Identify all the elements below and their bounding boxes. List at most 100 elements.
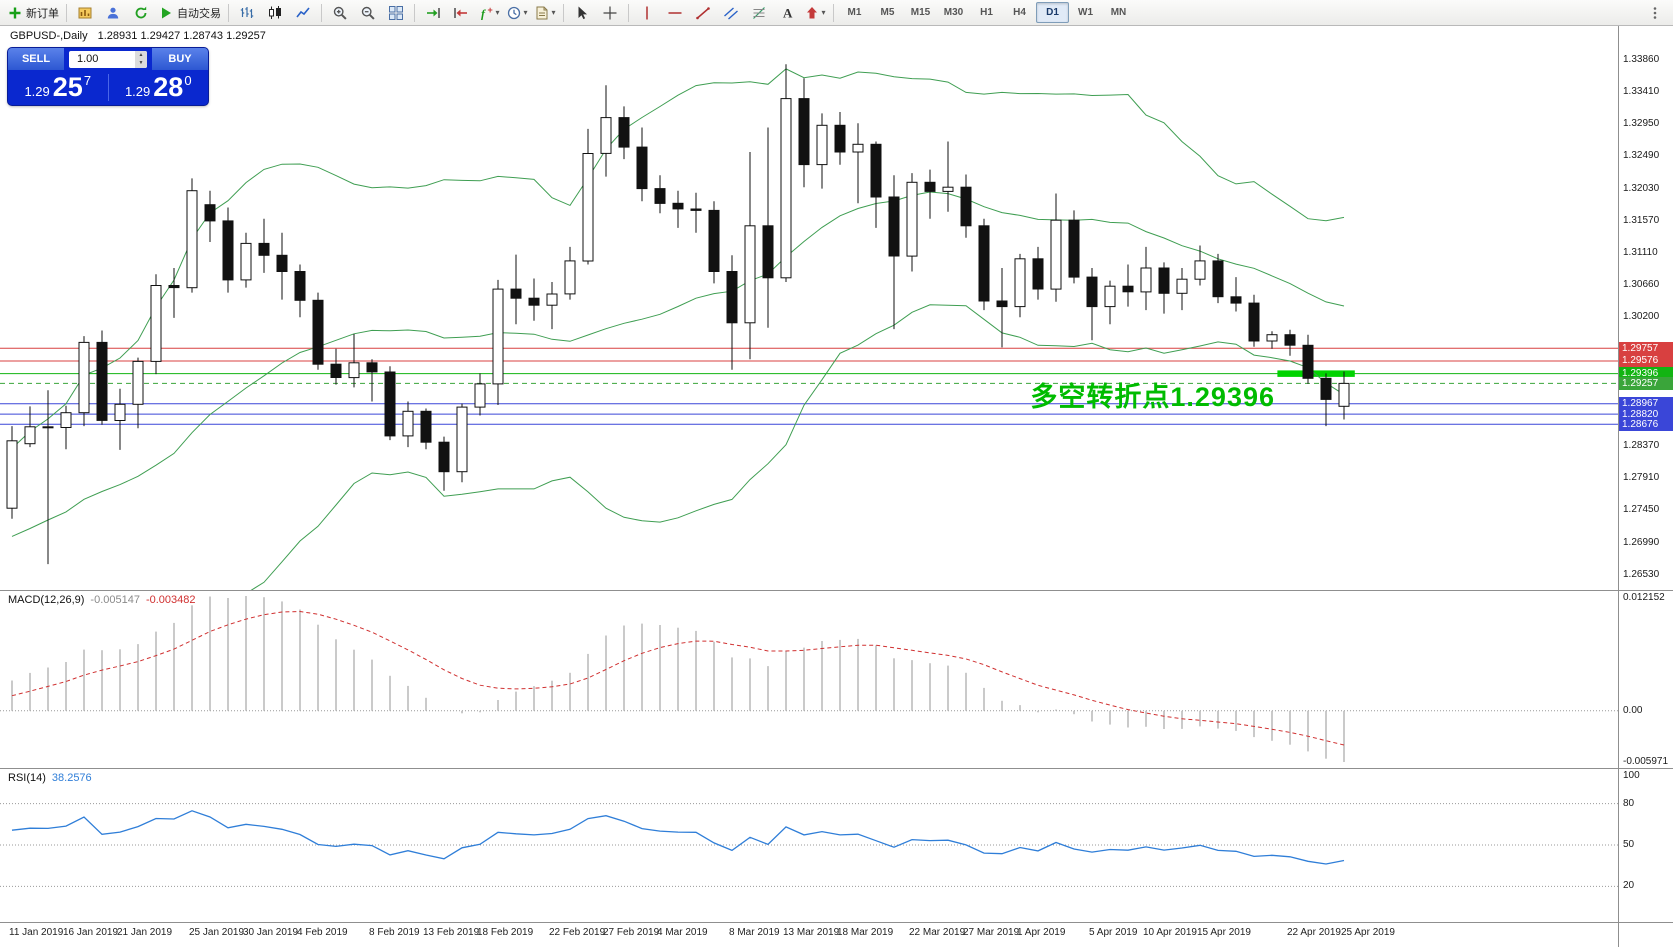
pivot-annotation[interactable]: 多空转折点1.29396 [1030,382,1275,412]
trendline-icon [696,6,710,19]
zoom-out-button[interactable] [354,2,382,24]
main-price-chart[interactable] [0,26,1618,590]
horizontal-price-lines[interactable] [0,347,1618,425]
chevron-down-icon: ▾ [495,8,500,17]
profiles-icon [107,7,119,18]
price-line-label: 1.29757 [1619,342,1673,355]
arrows-dropdown[interactable]: ▾ [801,2,829,24]
date-label: 4 Feb 2019 [297,927,348,938]
timeframe-h1-button[interactable]: H1 [980,7,993,18]
price-scale-label: 1.30200 [1623,311,1660,322]
rsi-line [11,810,1345,865]
timeframe-mn-button[interactable]: MN [1110,7,1127,18]
rsi-scale-label: 100 [1623,770,1640,781]
periods-dropdown[interactable]: ▾ [503,2,531,24]
auto-scroll-button[interactable] [419,2,447,24]
profiles-button[interactable] [99,2,127,24]
volume-value[interactable]: 1.00 [77,53,99,65]
bar-chart-button[interactable] [233,2,261,24]
timeframe-m1-button[interactable]: M1 [847,7,862,18]
buy-price-main: 1.29 [124,84,151,99]
timeframe-m30-button[interactable]: M30 [943,7,964,18]
timeframe-m5-button[interactable]: M5 [880,7,895,18]
channel-button[interactable] [717,2,745,24]
date-label: 13 Mar 2019 [783,927,840,938]
timeframe-d1-button[interactable]: D1 [1036,2,1069,23]
tile-windows-button[interactable] [382,2,410,24]
line-chart-button[interactable] [289,2,317,24]
price-scale-label: 1.26530 [1623,569,1660,580]
chevron-down-icon: ▾ [551,8,556,17]
price-scale-label: 1.28370 [1623,440,1660,451]
volume-increase-button[interactable]: ▲ [138,51,144,58]
date-label: 18 Feb 2019 [477,927,534,938]
buy-price-button[interactable]: 1.29 28 0 [109,70,209,105]
price-scale-label: 1.31570 [1623,215,1660,226]
sell-button[interactable]: SELL [8,48,64,70]
panel-separator[interactable] [0,590,1673,591]
trendline-button[interactable] [689,2,717,24]
zoom-in-button[interactable] [326,2,354,24]
pivot-highlight-bar[interactable] [1277,370,1355,377]
bollinger-lower-band [250,304,1345,590]
text-button[interactable]: A [773,2,801,24]
svg-text:A: A [783,5,793,20]
rsi-scale-label: 50 [1623,839,1635,850]
refresh-button[interactable] [127,2,155,24]
toolbar-button-label: 新订单 [26,7,59,20]
macd-signal-line [11,610,1345,746]
panel-separator[interactable] [0,768,1673,769]
cursor-icon [578,6,587,19]
refresh-icon [135,6,147,18]
price-scale-label: 1.32950 [1623,118,1660,129]
templates-dropdown[interactable]: ▾ [531,2,559,24]
date-label: 27 Feb 2019 [603,927,660,938]
price-axis[interactable]: 1.33860 1.33410 1.32950 1.32490 1.32030 1.315… [1618,26,1673,947]
macd-name: MACD(12,26,9) [8,594,85,606]
ohlc-values: 1.28931 1.29427 1.28743 1.29257 [97,30,266,42]
tile-icon [389,5,403,20]
indicators-icon: f + [481,5,493,21]
timeframe-w1-button[interactable]: W1 [1078,7,1093,18]
buy-button[interactable]: BUY [152,48,208,70]
date-axis[interactable]: 11 Jan 2019 16 Jan 2019 21 Jan 2019 25 Jan … [0,922,1618,947]
macd-scale-label: -0.005971 [1623,756,1669,767]
clock-icon [508,6,521,19]
fibonacci-button[interactable] [745,2,773,24]
chart-shift-icon [454,7,467,18]
text-icon: A [783,5,793,20]
crosshair-icon [603,6,617,19]
price-scale-label: 1.27910 [1623,472,1660,483]
new-order-button[interactable]: 新订单 [4,2,62,24]
sell-price-button[interactable]: 1.29 25 7 [8,70,108,105]
bollinger-upper-band [11,68,1345,449]
autotrading-button[interactable]: 自动交易 [155,2,224,24]
date-label: 5 Apr 2019 [1089,927,1138,938]
indicators-dropdown[interactable]: f + ▾ [475,2,503,24]
toolbar: 新订单 自动交易 f + ▾ ▾ ▾ A ▾ M1 M5 M15 M30 H1 H4 D1 W1 MN [0,0,1673,26]
rsi-value: 38.2576 [51,772,92,784]
crosshair-button[interactable] [596,2,624,24]
volume-decrease-button[interactable]: ▼ [138,60,144,66]
timeframe-m15-button[interactable]: M15 [910,7,931,18]
chart-shift-button[interactable] [447,2,475,24]
rsi-label: RSI(14) 38.2576 [8,772,98,784]
toolbar-separator [228,3,229,22]
timeframe-h4-button[interactable]: H4 [1013,7,1026,18]
cursor-button[interactable] [568,2,596,24]
macd-indicator-panel[interactable] [0,590,1618,768]
candles-chart-icon [269,5,281,19]
toolbar-overflow-button[interactable] [1641,2,1669,24]
date-label: 22 Mar 2019 [909,927,966,938]
candlestick-chart-button[interactable] [261,2,289,24]
rsi-indicator-panel[interactable] [0,768,1618,922]
autoplay-icon [162,7,171,18]
new-chart-button[interactable] [71,2,99,24]
sell-price-pips: 25 [52,72,83,102]
date-label: 30 Jan 2019 [243,927,299,938]
rsi-name: RSI(14) [8,772,46,784]
vertical-line-button[interactable] [633,2,661,24]
price-scale-label: 1.33860 [1623,54,1660,65]
toolbar-separator [833,3,834,22]
horizontal-line-button[interactable] [661,2,689,24]
